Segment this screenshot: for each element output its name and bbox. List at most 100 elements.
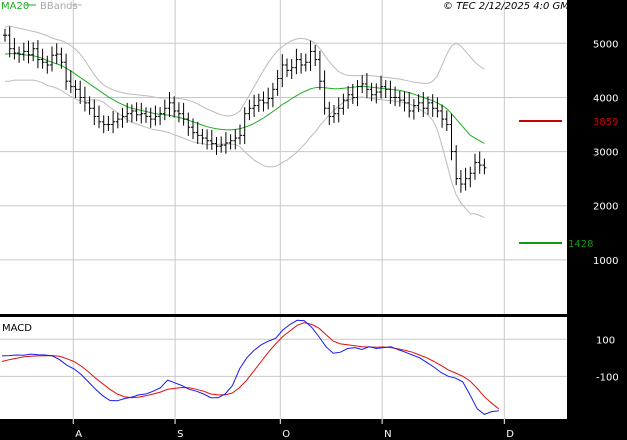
ohlc-bar bbox=[181, 102, 186, 126]
ohlc-bar bbox=[186, 112, 191, 136]
ohlc-bar bbox=[247, 99, 252, 121]
ohlc-bar bbox=[228, 134, 233, 150]
ohlc-bar bbox=[129, 104, 134, 123]
ohlc-bar bbox=[200, 128, 205, 145]
ohlc-bar bbox=[426, 96, 430, 115]
ohlc-bar bbox=[153, 105, 158, 126]
ohlc-bar bbox=[379, 75, 383, 99]
month-label: D bbox=[506, 429, 514, 440]
ohlc-bar bbox=[223, 132, 228, 154]
ohlc-bar bbox=[21, 42, 26, 61]
ohlc-bar bbox=[256, 93, 261, 113]
ohlc-bar bbox=[369, 82, 374, 102]
ohlc-bar bbox=[355, 80, 360, 107]
ohlc-bar bbox=[252, 94, 257, 117]
ohlc-bar bbox=[134, 102, 139, 122]
ohlc-bar bbox=[327, 101, 332, 126]
ohlc-bar bbox=[336, 97, 341, 123]
bbands-upper-line bbox=[4, 25, 485, 117]
ohlc-bar bbox=[87, 96, 92, 115]
ohlc-bar bbox=[73, 80, 78, 98]
price-axis-panel bbox=[567, 0, 627, 314]
ohlc-bar bbox=[266, 87, 271, 110]
ohlc-bar bbox=[50, 46, 54, 72]
price-tick-label: 3000 bbox=[593, 148, 618, 159]
legend-ma20: MA20 bbox=[1, 1, 29, 12]
x-axis-panel bbox=[0, 419, 627, 440]
month-label: A bbox=[75, 429, 82, 440]
ohlc-bar bbox=[238, 124, 242, 145]
ohlc-bar bbox=[294, 48, 299, 75]
ohlc-bar bbox=[360, 75, 365, 94]
ohlc-bar bbox=[473, 153, 477, 180]
ohlc-bar bbox=[430, 94, 435, 117]
ohlc-bar bbox=[17, 46, 22, 63]
price-tick-label: 2000 bbox=[593, 202, 618, 213]
ohlc-bar bbox=[148, 107, 153, 128]
ohlc-bar bbox=[167, 92, 172, 117]
ohlc-bar bbox=[191, 118, 195, 140]
ohlc-bar bbox=[270, 82, 275, 108]
ohlc-bar bbox=[68, 70, 73, 94]
ohlc-bar bbox=[322, 70, 327, 115]
ohlc-bar bbox=[144, 107, 148, 123]
ohlc-bar bbox=[35, 40, 40, 69]
price-plot-area bbox=[0, 0, 567, 314]
ohlc-bar bbox=[435, 97, 440, 118]
ohlc-bar bbox=[158, 107, 163, 126]
ohlc-bar bbox=[364, 73, 369, 98]
ohlc-bar bbox=[195, 121, 200, 145]
resistance-label: 3859 bbox=[593, 117, 618, 128]
macd-line bbox=[1, 319, 499, 415]
macd-tick-label: 100 bbox=[596, 335, 615, 346]
ohlc-bar bbox=[374, 83, 379, 104]
ohlc-bar bbox=[303, 53, 308, 72]
ohlc-bar bbox=[162, 99, 167, 121]
ohlc-bar bbox=[289, 59, 294, 80]
macd-signal-line bbox=[1, 322, 500, 410]
ohlc-bar bbox=[82, 86, 87, 112]
ohlc-bar bbox=[3, 28, 7, 42]
ohlc-bar bbox=[7, 26, 12, 58]
ohlc-bar bbox=[299, 53, 304, 74]
legend-bbands: BBands bbox=[40, 1, 78, 12]
ohlc-bar bbox=[214, 136, 219, 155]
ohlc-bar bbox=[393, 86, 398, 107]
ohlc-bar bbox=[54, 43, 59, 64]
ohlc-bar bbox=[444, 110, 449, 132]
ohlc-bar bbox=[449, 113, 454, 161]
ohlc-bar bbox=[31, 42, 36, 62]
ohlc-bar bbox=[209, 129, 214, 150]
ohlc-bar bbox=[106, 115, 111, 132]
support-label: 1428 bbox=[568, 239, 593, 250]
price-tick-label: 1000 bbox=[593, 256, 618, 267]
ohlc-bar bbox=[454, 145, 459, 186]
ohlc-bar bbox=[233, 129, 238, 150]
ohlc-bar bbox=[313, 44, 318, 67]
copyright-timestamp: © TEC 2/12/2025 4:0 GMT bbox=[443, 1, 576, 12]
ohlc-bar bbox=[477, 151, 482, 174]
ohlc-bar bbox=[176, 102, 181, 123]
ohlc-bar bbox=[421, 92, 426, 117]
ohlc-bar bbox=[12, 37, 17, 60]
ohlc-bar bbox=[458, 169, 463, 193]
macd-plot-area bbox=[0, 317, 567, 419]
ohlc-bar bbox=[219, 136, 224, 153]
ohlc-bar bbox=[120, 107, 125, 128]
ohlc-bar bbox=[411, 99, 416, 120]
ohlc-bar bbox=[205, 129, 210, 150]
ohlc-bar bbox=[26, 40, 31, 64]
ohlc-bar bbox=[383, 80, 388, 98]
month-label: N bbox=[384, 429, 391, 440]
ohlc-bar bbox=[115, 112, 120, 129]
macd-tick-label: -100 bbox=[596, 372, 619, 383]
ohlc-bar bbox=[275, 69, 280, 96]
ohlc-bar bbox=[101, 115, 106, 134]
ohlc-bar bbox=[341, 93, 346, 115]
ohlc-bar bbox=[317, 50, 322, 90]
ohlc-bar bbox=[440, 104, 445, 128]
price-tick-label: 5000 bbox=[593, 39, 618, 50]
ohlc-bar bbox=[97, 105, 101, 129]
ohlc-bar bbox=[45, 55, 50, 74]
